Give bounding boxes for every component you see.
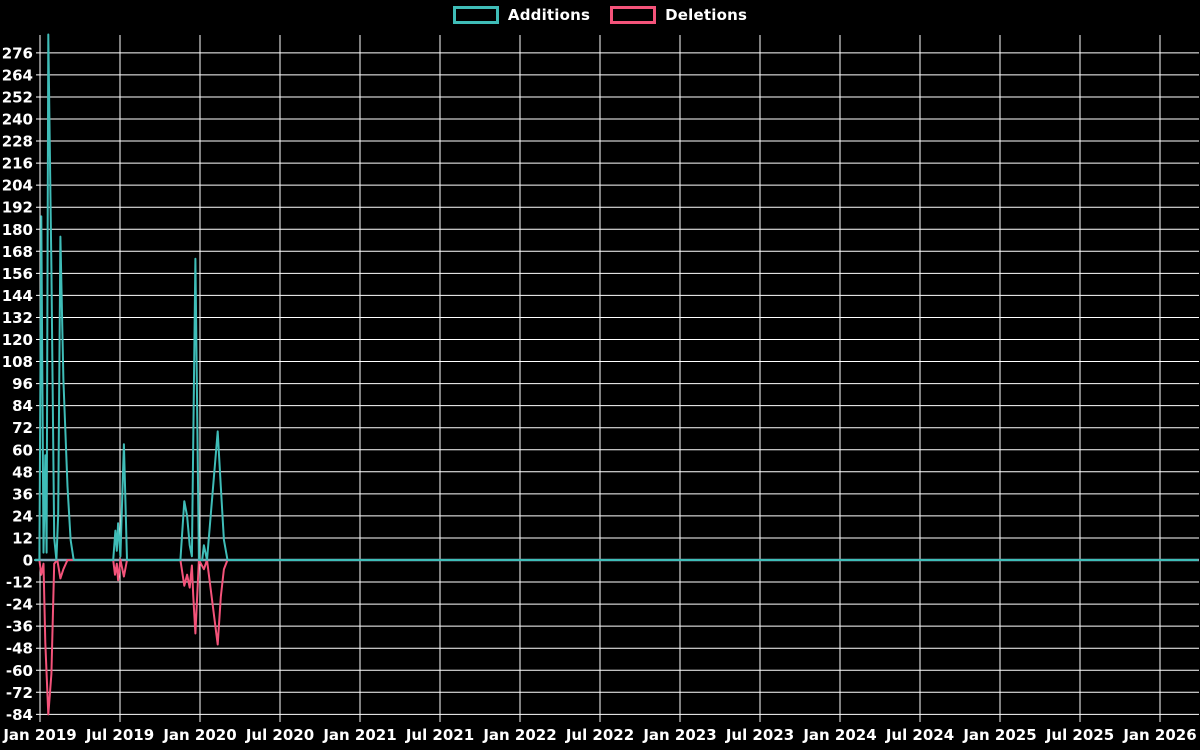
y-tick-label: 36 [12,485,33,503]
y-tick-label: 252 [2,88,33,106]
x-tick-label: Jan 2019 [2,726,76,744]
y-tick-label: -48 [6,640,33,658]
y-tick-label: 132 [2,309,33,327]
x-tick-label: Jul 2024 [885,726,954,744]
y-tick-label: 48 [12,463,33,481]
x-tick-label: Jan 2026 [1122,726,1196,744]
y-tick-label: 108 [2,353,33,371]
y-tick-label: 228 [2,133,33,151]
y-tick-label: 216 [2,155,33,173]
deletions-swatch-icon [610,6,657,24]
x-tick-label: Jul 2021 [405,726,474,744]
y-tick-label: 72 [12,419,33,437]
x-tick-label: Jan 2022 [482,726,556,744]
legend-label-deletions: Deletions [665,6,748,24]
legend-label-additions: Additions [507,6,591,24]
x-tick-label: Jul 2023 [725,726,794,744]
y-tick-label: 12 [12,529,33,547]
y-tick-label: 156 [2,265,33,283]
y-tick-label: -36 [6,618,33,636]
y-tick-label: 24 [12,507,33,525]
legend-item-deletions[interactable]: Deletions [610,6,747,24]
y-tick-label: -24 [6,596,33,614]
y-tick-label: 96 [12,375,33,393]
y-tick-label: 240 [2,111,33,129]
x-tick-label: Jul 2019 [85,726,154,744]
y-tick-label: 60 [12,441,33,459]
x-tick-label: Jan 2023 [642,726,716,744]
y-tick-label: -72 [6,684,33,702]
y-tick-label: 144 [2,287,33,305]
y-tick-label: -84 [6,706,33,724]
y-tick-label: -60 [6,662,33,680]
y-tick-label: -12 [6,574,33,592]
y-tick-label: 180 [2,221,33,239]
y-tick-label: 264 [2,66,33,84]
y-tick-label: 204 [2,177,33,195]
y-tick-label: 192 [2,199,33,217]
x-tick-label: Jul 2025 [1045,726,1114,744]
additions-swatch-icon [452,6,499,24]
x-tick-label: Jul 2022 [565,726,634,744]
chart-legend: Additions Deletions [0,6,1200,24]
x-tick-label: Jan 2025 [962,726,1036,744]
y-tick-label: 120 [2,331,33,349]
y-tick-label: 168 [2,243,33,261]
x-tick-label: Jan 2024 [802,726,876,744]
y-tick-label: 84 [12,397,33,415]
x-tick-label: Jan 2020 [162,726,236,744]
legend-item-additions[interactable]: Additions [452,6,591,24]
y-tick-label: 0 [23,552,33,570]
additions-line [34,33,1199,561]
deletions-line [34,559,1199,716]
y-tick-label: 276 [2,44,33,62]
x-tick-label: Jan 2021 [322,726,396,744]
x-tick-label: Jul 2020 [245,726,314,744]
